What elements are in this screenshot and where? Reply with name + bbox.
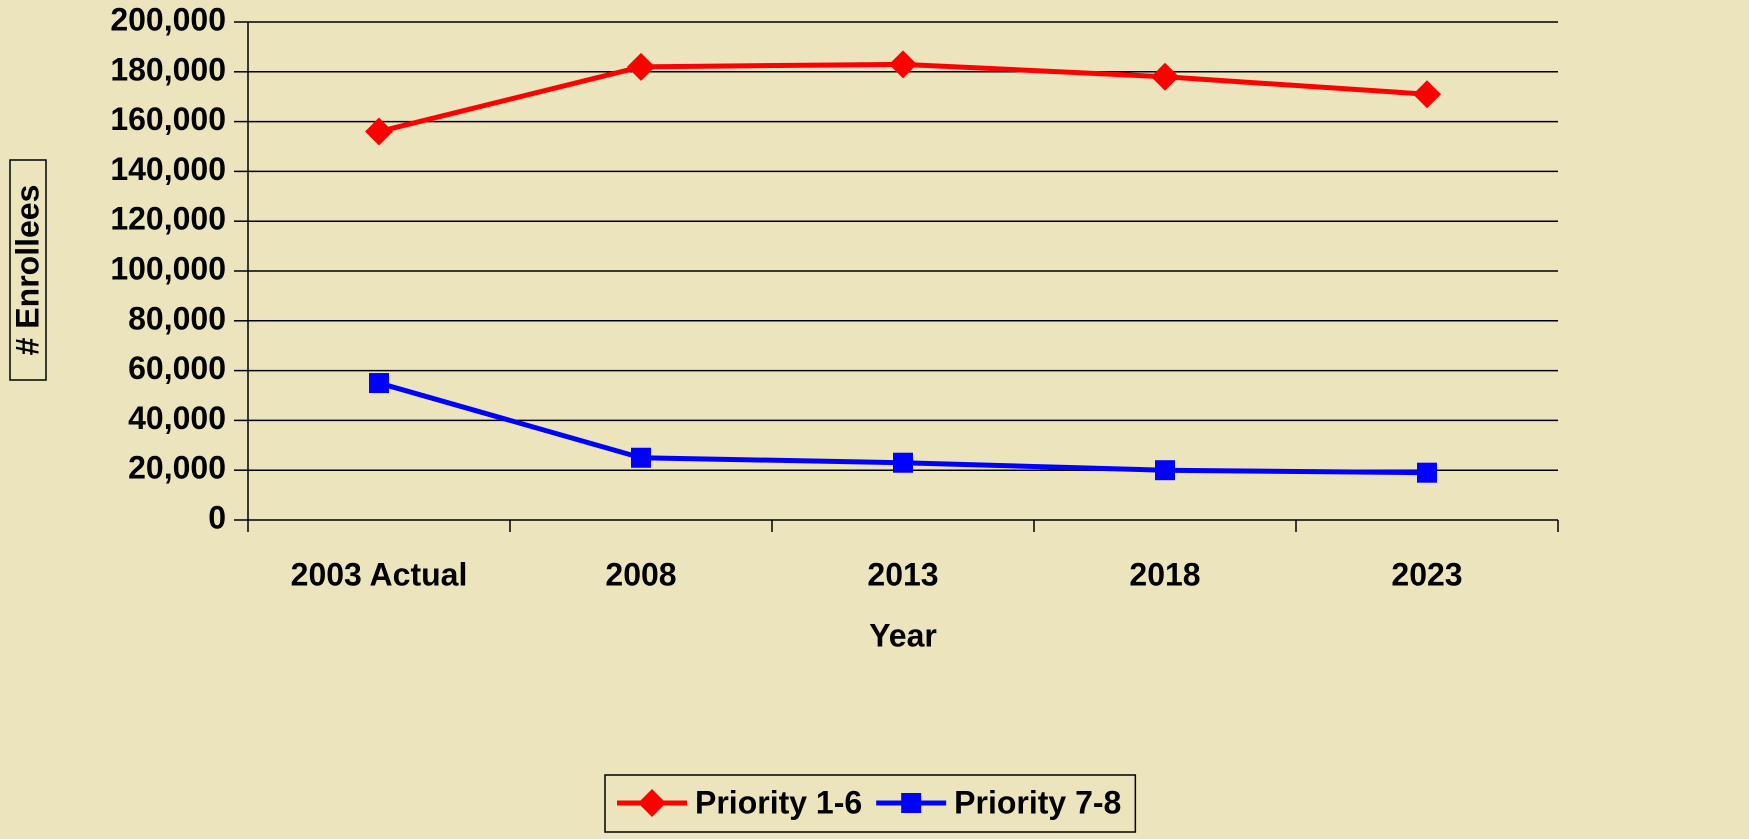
y-tick-label: 140,000 (110, 151, 226, 187)
data-point (1151, 62, 1179, 91)
y-tick-label: 20,000 (128, 450, 226, 486)
y-tick-label: 80,000 (128, 300, 226, 336)
y-tick-label: 0 (208, 499, 226, 535)
x-tick-label: 2008 (605, 556, 676, 592)
data-point (889, 50, 917, 79)
y-label-box (9, 159, 47, 381)
data-point (893, 452, 913, 473)
y-tick-label: 160,000 (110, 101, 226, 137)
data-point (369, 373, 389, 394)
legend-marker (901, 793, 922, 813)
legend-marker (638, 789, 666, 817)
y-tick-label: 180,000 (110, 51, 226, 87)
data-point (365, 117, 393, 146)
x-tick-label: 2023 (1391, 556, 1462, 592)
data-point (1413, 80, 1441, 109)
data-point (631, 447, 651, 468)
data-point (1417, 462, 1437, 483)
x-tick-label: 2018 (1129, 556, 1200, 592)
y-tick-label: 100,000 (110, 250, 226, 286)
data-point (627, 52, 655, 81)
x-tick-label: 2003 Actual (291, 556, 468, 592)
legend-label: Priority 1-6 (695, 784, 862, 820)
x-axis-label: Year (869, 617, 937, 653)
y-tick-label: 200,000 (110, 1, 226, 37)
legend: Priority 1-6 Priority 7-8 (604, 774, 1137, 833)
y-axis-label: # Enrollees (9, 185, 45, 356)
y-tick-label: 120,000 (110, 201, 226, 237)
data-point (1155, 460, 1175, 481)
legend-label: Priority 7-8 (954, 784, 1121, 820)
x-tick-label: 2013 (867, 556, 938, 592)
y-tick-label: 40,000 (128, 400, 226, 436)
legend-box (604, 774, 1137, 833)
y-tick-label: 60,000 (128, 350, 226, 386)
